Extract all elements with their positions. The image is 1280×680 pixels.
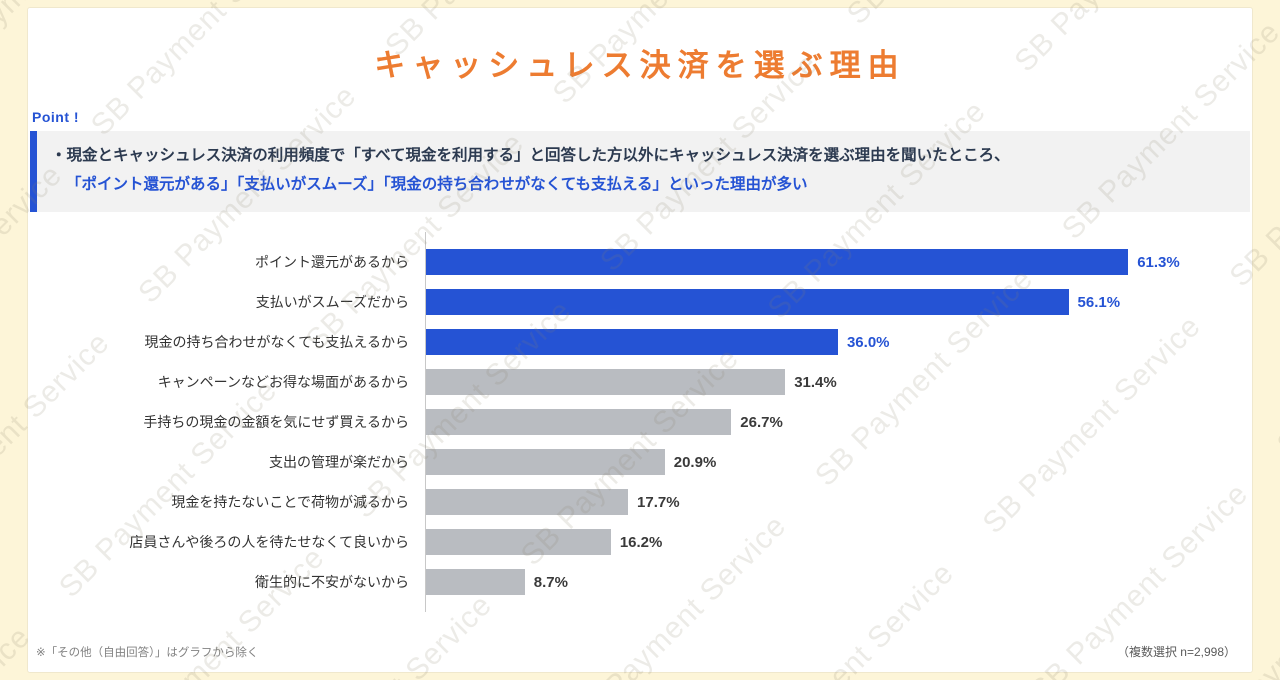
bar-track: 56.1%	[425, 289, 1228, 316]
value-label: 61.3%	[1137, 253, 1180, 271]
bar-track: 61.3%	[425, 249, 1228, 276]
bar-track: 26.7%	[425, 409, 1228, 436]
value-label: 36.0%	[846, 333, 890, 351]
bar-track: 8.7%	[425, 569, 1228, 596]
footer: ※「その他（自由回答）」はグラフから除く （複数選択 n=2,998）	[36, 643, 1236, 660]
value-label: 20.9%	[673, 453, 717, 471]
chart-axis-line	[425, 232, 426, 613]
category-label: 店員さんや後ろの人を待たせなくて良いから	[129, 534, 409, 551]
value-label: 8.7%	[533, 573, 568, 591]
bar	[425, 489, 629, 516]
bar-track: 16.2%	[425, 529, 1228, 556]
bar	[425, 369, 786, 396]
category-label: 手持ちの現金の金額を気にせず買えるから	[143, 414, 409, 431]
value-label: 26.7%	[740, 413, 783, 431]
bar	[425, 249, 1129, 276]
page-title: キャッシュレス決済を選ぶ理由	[374, 48, 906, 83]
bar	[425, 289, 1069, 316]
chart-row: 支払いがスムーズだから 56.1%	[28, 282, 1228, 322]
category-label: ポイント還元があるから	[255, 254, 409, 271]
chart-row: キャンペーンなどお得な場面があるから 31.4%	[28, 362, 1228, 402]
chart-row: 支出の管理が楽だから 20.9%	[28, 442, 1228, 482]
slide-card: キャッシュレス決済を選ぶ理由 Point ! ・現金とキャッシュレス決済の利用頻…	[28, 8, 1252, 672]
chart-rows: ポイント還元があるから 61.3% 支払いがスムーズだから 56.1% 現金の持ち合わせ…	[28, 242, 1228, 602]
chart-row: 手持ちの現金の金額を気にせず買えるから 26.7%	[28, 402, 1228, 442]
bar-track: 20.9%	[425, 449, 1228, 476]
bar	[425, 529, 611, 556]
category-label: 現金の持ち合わせがなくても支払えるから	[144, 334, 409, 351]
value-label: 31.4%	[794, 373, 837, 391]
bar-chart: ポイント還元があるから 61.3% 支払いがスムーズだから 56.1% 現金の持ち合わせ…	[28, 232, 1228, 613]
value-label: 16.2%	[619, 533, 663, 551]
category-label: 衛生的に不安がないから	[255, 574, 409, 591]
bar-track: 17.7%	[425, 489, 1228, 516]
bar-track: 31.4%	[425, 369, 1228, 396]
value-label: 56.1%	[1077, 293, 1121, 311]
chart-row: 現金の持ち合わせがなくても支払えるから 36.0%	[28, 322, 1228, 362]
chart-row: 店員さんや後ろの人を待たせなくて良いから 16.2%	[28, 522, 1228, 562]
category-label: 支出の管理が楽だから	[269, 454, 409, 471]
bar	[425, 409, 732, 436]
summary-box: ・現金とキャッシュレス決済の利用頻度で「すべて現金を利用する」と回答した方以外に…	[30, 131, 1250, 213]
point-label: Point !	[32, 109, 80, 125]
category-label: 現金を持たないことで荷物が減るから	[171, 494, 409, 511]
chart-row: 現金を持たないことで荷物が減るから 17.7%	[28, 482, 1228, 522]
bar	[425, 569, 525, 596]
category-label: 支払いがスムーズだから	[255, 294, 409, 311]
bar-track: 36.0%	[425, 329, 1228, 356]
category-label: キャンペーンなどお得な場面があるから	[157, 374, 409, 391]
chart-row: ポイント還元があるから 61.3%	[28, 242, 1228, 282]
chart-row: 衛生的に不安がないから 8.7%	[28, 562, 1228, 602]
bar	[425, 449, 665, 476]
footnote-right: （複数選択 n=2,998）	[1116, 645, 1236, 659]
summary-line-1: ・現金とキャッシュレス決済の利用頻度で「すべて現金を利用する」と回答した方以外に…	[51, 147, 1010, 164]
bar	[425, 329, 838, 356]
summary-line-2: 「ポイント還元がある」「支払いがスムーズ」「現金の持ち合わせがなくても支払える」…	[66, 175, 808, 193]
value-label: 17.7%	[637, 493, 680, 511]
footnote-left: ※「その他（自由回答）」はグラフから除く	[36, 647, 259, 659]
